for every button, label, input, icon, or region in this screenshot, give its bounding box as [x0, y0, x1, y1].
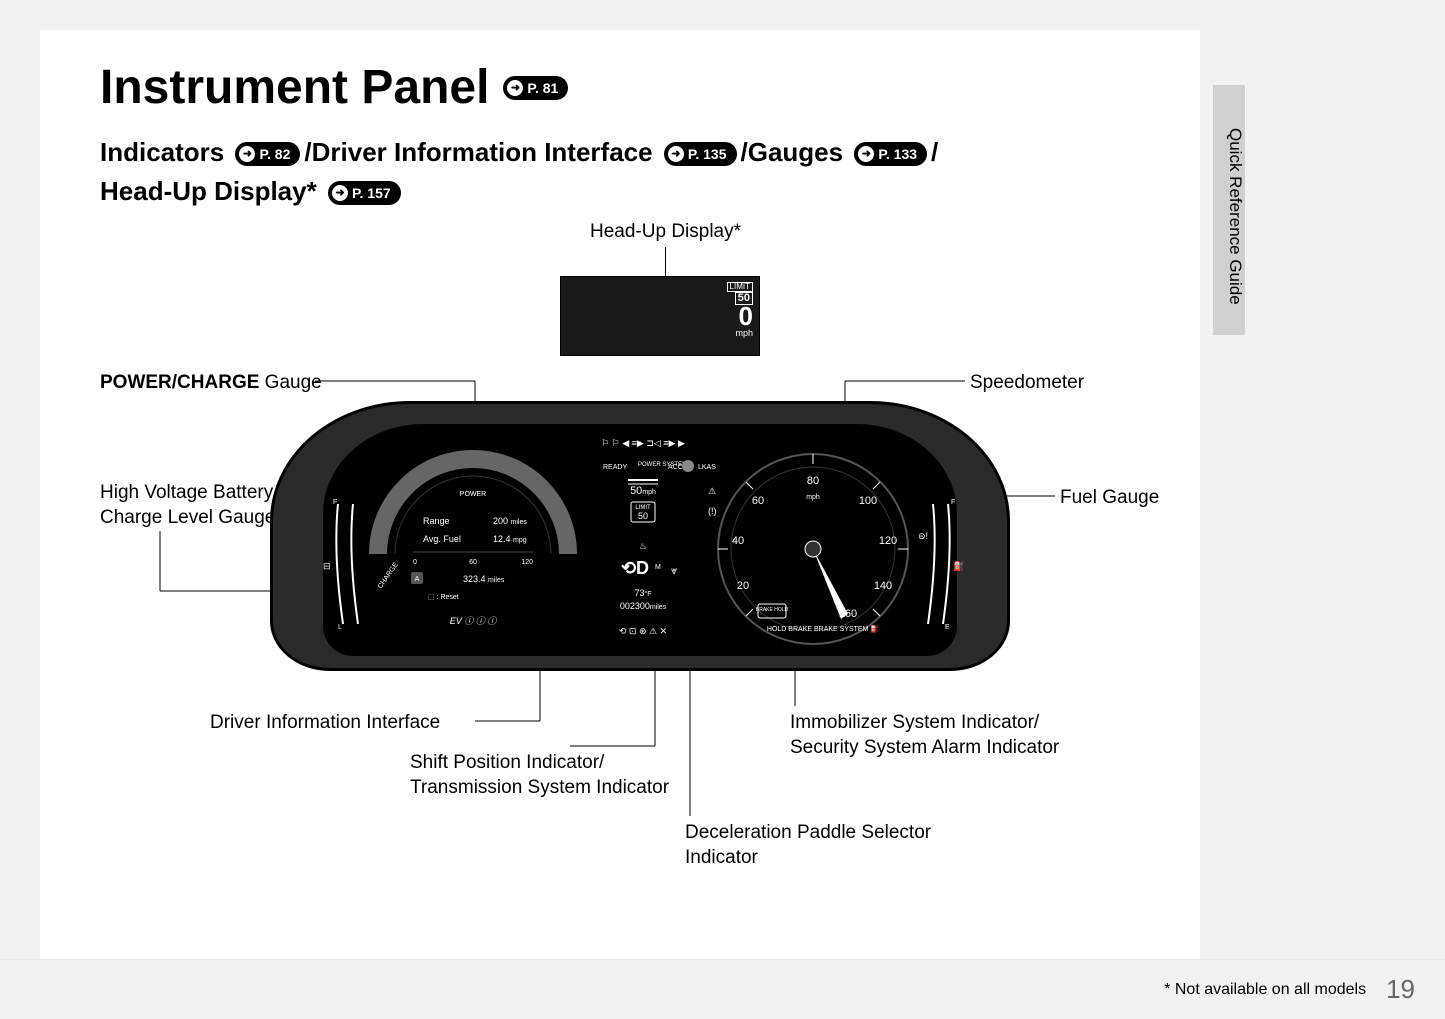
svg-text:⛽: ⛽	[953, 560, 963, 571]
svg-text:50mph: 50mph	[630, 485, 656, 497]
svg-text:M: M	[655, 564, 661, 571]
svg-text:12.4 mpg: 12.4 mpg	[493, 534, 527, 544]
svg-text:200 miles: 200 miles	[493, 516, 527, 526]
svg-text:READY: READY	[603, 464, 627, 471]
svg-text:60: 60	[752, 495, 764, 507]
footnote: * Not available on all models	[1164, 981, 1366, 999]
svg-text:Range: Range	[423, 516, 450, 526]
svg-text:BRAKE HOLD: BRAKE HOLD	[756, 607, 789, 613]
sub-gauges: Gauges	[748, 137, 843, 167]
page-ref-badge: ➜P. 82	[235, 142, 300, 166]
svg-text:⚠: ⚠	[708, 486, 716, 496]
page-ref-badge: ➜P. 157	[328, 181, 401, 205]
footer: * Not available on all models 19	[0, 959, 1445, 1019]
diagram: Head-Up Display* LIMIT 50 0 mph POWER/CH…	[100, 221, 1160, 901]
page-title: Instrument Panel ➜ P. 81	[100, 60, 572, 115]
page-ref-badge: ➜P. 133	[854, 142, 927, 166]
svg-text:120: 120	[521, 559, 533, 566]
svg-text:⩔: ⩔	[671, 565, 677, 577]
svg-text:80: 80	[807, 475, 819, 487]
page-number: 19	[1386, 974, 1415, 1005]
svg-text:120: 120	[879, 535, 897, 547]
svg-text:⟲ ⊡ ⊛ ⚠ ✕: ⟲ ⊡ ⊛ ⚠ ✕	[619, 626, 667, 636]
arrow-icon: ➜	[332, 185, 348, 201]
side-tab: Quick Reference Guide	[1213, 85, 1245, 335]
svg-text:⊝!: ⊝!	[918, 531, 928, 541]
subheading: Indicators ➜P. 82/Driver Information Int…	[100, 133, 1160, 211]
cluster-screen: ⚐ ⚐ ◀ ≡▶ ⊐◁ ≡▶ ▶ POWER Range 200 miles A…	[323, 424, 957, 656]
svg-text:A: A	[415, 576, 420, 583]
page: Instrument Panel ➜ P. 81 Indicators ➜P. …	[40, 30, 1200, 970]
svg-text:50: 50	[638, 511, 648, 521]
svg-text:mph: mph	[806, 494, 820, 501]
sub-dii: Driver Information Interface	[312, 137, 653, 167]
arrow-icon: ➜	[507, 80, 523, 96]
svg-text:73°F: 73°F	[634, 588, 651, 598]
svg-text:♨: ♨	[639, 541, 647, 551]
svg-text:20: 20	[737, 580, 749, 592]
svg-text:40: 40	[732, 535, 744, 547]
svg-text:60: 60	[469, 559, 477, 566]
title-text: Instrument Panel	[100, 60, 489, 115]
svg-text:Avg. Fuel: Avg. Fuel	[423, 534, 461, 544]
page-ref-badge: ➜P. 135	[664, 142, 737, 166]
svg-text:LKAS: LKAS	[698, 464, 716, 471]
svg-text:F: F	[333, 499, 337, 506]
svg-text:(!): (!)	[708, 506, 717, 516]
page-ref-badge: ➜ P. 81	[503, 76, 568, 100]
svg-text:100: 100	[859, 495, 877, 507]
cluster-bezel: ⚐ ⚐ ◀ ≡▶ ⊐◁ ≡▶ ▶ POWER Range 200 miles A…	[270, 401, 1010, 671]
sub-hud: Head-Up Display	[100, 176, 307, 206]
svg-text:F: F	[951, 499, 955, 506]
arrow-icon: ➜	[239, 146, 255, 162]
svg-text:HOLD BRAKE BRAKE SYSTEM ⛽: HOLD BRAKE BRAKE SYSTEM ⛽	[767, 624, 879, 633]
sub-indicators: Indicators	[100, 137, 224, 167]
svg-text:323.4 miles: 323.4 miles	[463, 574, 505, 584]
svg-text:⬚ : Reset: ⬚ : Reset	[428, 594, 459, 601]
svg-text:E: E	[945, 624, 950, 631]
svg-text:L: L	[338, 624, 342, 631]
svg-text:⊟: ⊟	[323, 561, 331, 571]
cluster-svg: ⚐ ⚐ ◀ ≡▶ ⊐◁ ≡▶ ▶ POWER Range 200 miles A…	[323, 424, 963, 662]
svg-text:CHARGE: CHARGE	[377, 561, 400, 590]
svg-text:EV ⓘ ⓘ ⓘ: EV ⓘ ⓘ ⓘ	[450, 616, 499, 626]
arrow-icon: ➜	[858, 146, 874, 162]
page-ref-text: P. 81	[527, 80, 558, 96]
instrument-cluster: ⚐ ⚐ ◀ ≡▶ ⊐◁ ≡▶ ▶ POWER Range 200 miles A…	[270, 401, 1010, 671]
svg-text:0: 0	[413, 559, 417, 566]
top-icons: ⚐ ⚐ ◀ ≡▶ ⊐◁ ≡▶ ▶	[601, 438, 685, 448]
svg-text:ACC: ACC	[668, 464, 683, 471]
svg-text:140: 140	[874, 580, 892, 592]
arrow-icon: ➜	[668, 146, 684, 162]
svg-text:002300miles: 002300miles	[620, 601, 667, 611]
svg-text:⟲D: ⟲D	[621, 558, 649, 578]
svg-text:POWER: POWER	[460, 491, 486, 498]
